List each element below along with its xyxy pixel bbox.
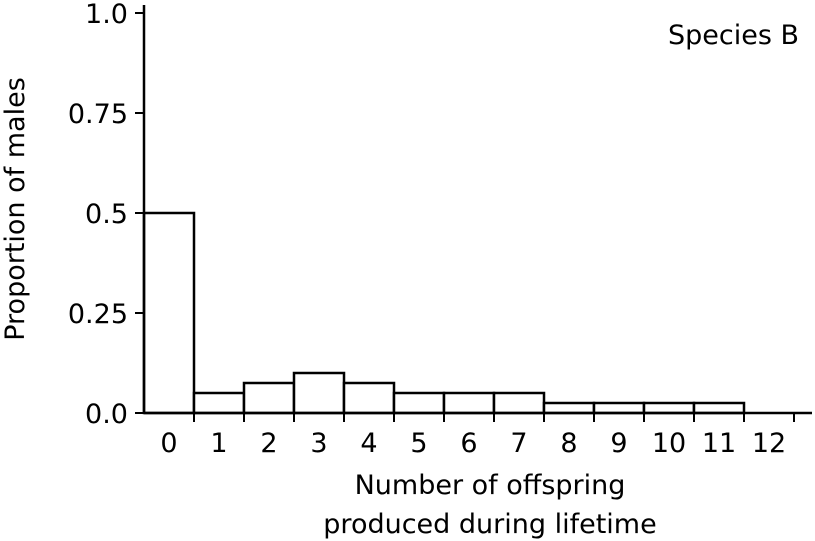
x-tick-label-1: 1 [210,428,227,459]
x-tick-label-4: 4 [360,428,377,459]
bar-4 [342,381,396,415]
y-tick-label-1.0: 1.0 [85,0,128,30]
x-tick-label-12: 12 [752,428,786,459]
bars [142,211,746,415]
x-axis: 0 1 2 3 4 5 6 7 8 9 10 11 12 [144,411,812,459]
x-axis-title-line-2: produced during lifetime [323,509,656,540]
panel-label: Species B [668,20,799,51]
bar-0 [142,211,196,415]
x-tick-label-10: 10 [652,428,686,459]
bar-9 [592,401,646,415]
x-tick-label-5: 5 [410,428,427,459]
x-axis-title-line-1: Number of offspring [355,470,626,501]
x-tick-label-9: 9 [610,428,627,459]
bar-5 [392,391,446,415]
bar-7 [492,391,546,415]
x-tick-label-3: 3 [310,428,327,459]
y-tick-label-0.0: 0.0 [85,399,128,430]
x-tick-label-2: 2 [260,428,277,459]
bar-1 [192,391,246,415]
x-tick-label-7: 7 [510,428,527,459]
y-tick-label-0.75: 0.75 [68,99,128,130]
x-tick-label-0: 0 [160,428,177,459]
bar-3 [292,371,346,415]
x-tick-label-11: 11 [702,428,736,459]
x-tick-label-8: 8 [560,428,577,459]
y-tick-label-0.5: 0.5 [85,199,128,230]
y-axis-title: Proportion of males [0,77,31,341]
bar-8 [542,401,596,415]
bar-2 [242,381,296,415]
y-axis: 0.0 0.25 0.5 0.75 1.0 [68,0,146,430]
bar-10 [642,401,696,415]
x-tick-label-6: 6 [460,428,477,459]
y-tick-label-0.25: 0.25 [68,299,128,330]
bar-6 [442,391,496,415]
bar-11 [692,401,746,415]
